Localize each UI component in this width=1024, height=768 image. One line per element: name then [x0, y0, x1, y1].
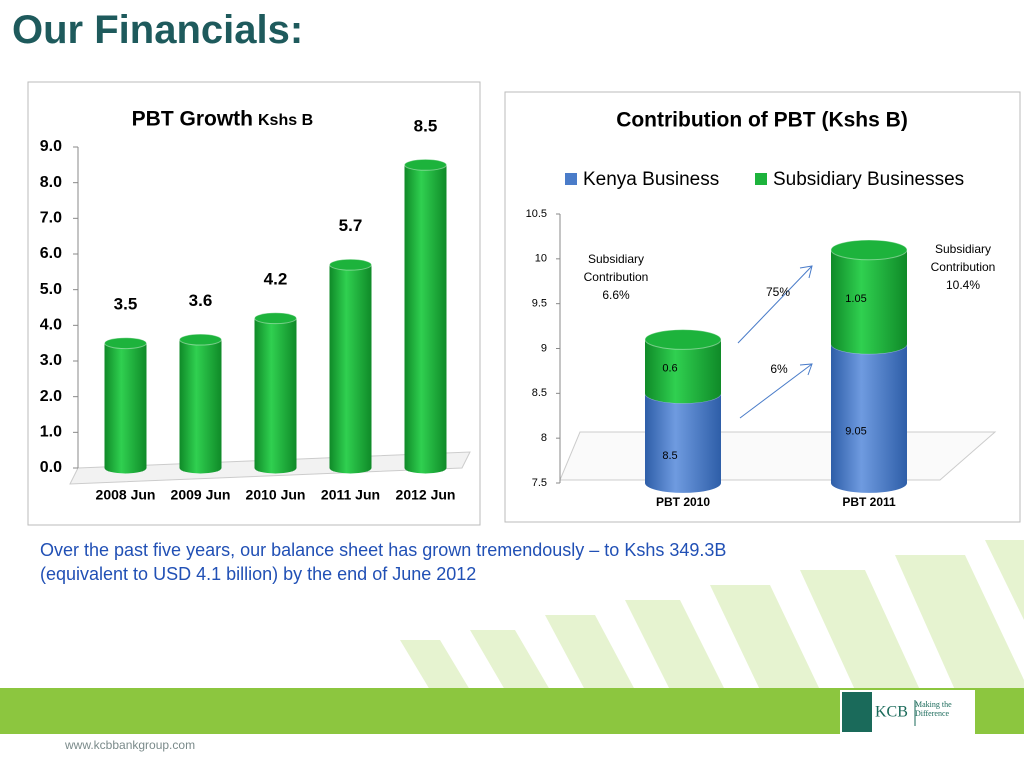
y-tick-label: 6.0 — [40, 245, 62, 262]
x-tick-label: 2010 Jun — [246, 487, 306, 503]
data-label: 3.5 — [114, 295, 138, 314]
data-label: 9.05 — [845, 425, 866, 437]
chart-units: Kshs B — [258, 112, 313, 129]
y-tick-label: 8.0 — [40, 174, 62, 191]
bar-top — [830, 239, 908, 261]
y-tick-label: 4.0 — [40, 317, 62, 334]
page-title: Our Financials: — [12, 8, 304, 52]
bar-base — [329, 462, 372, 474]
bar-base — [254, 462, 297, 474]
logo-emblem — [842, 692, 872, 732]
y-tick-label: 9.0 — [40, 138, 62, 155]
body-text: Over the past five years, our balance sh… — [40, 540, 727, 584]
floor — [559, 431, 997, 481]
chart-title: PBT Growth — [132, 108, 253, 131]
bar-base — [645, 383, 721, 404]
x-tick-label: PBT 2010 — [656, 495, 710, 509]
y-tick-label: 9.5 — [532, 298, 547, 310]
legend-label: Kenya Business — [583, 169, 719, 190]
bar-top — [644, 329, 722, 350]
legend-swatch — [755, 173, 767, 185]
bar-top — [179, 333, 222, 346]
x-tick-label: 2008 Jun — [96, 487, 156, 503]
logo: KCB — [875, 704, 908, 721]
chevrons — [400, 540, 1024, 690]
chart-title: Contribution of PBT (Kshs B) — [616, 109, 908, 132]
data-label: 8.5 — [414, 116, 438, 135]
bar — [329, 264, 372, 468]
legend-label: Subsidiary Businesses — [773, 169, 964, 190]
y-tick-label: 8 — [541, 432, 547, 444]
bar — [645, 393, 721, 483]
x-tick-label: 2009 Jun — [171, 487, 231, 503]
legend-swatch — [565, 173, 577, 185]
bar-base — [104, 462, 147, 474]
bar-top — [104, 337, 147, 350]
arrow — [737, 265, 813, 344]
x-tick-label: 2011 Jun — [321, 487, 380, 503]
y-tick-label: 8.5 — [532, 387, 547, 399]
data-label: 0.6 — [662, 362, 677, 374]
bar — [254, 318, 297, 468]
y-tick-label: 3.0 — [40, 352, 62, 369]
y-tick-label: 5.0 — [40, 281, 62, 298]
bar-base — [645, 473, 721, 493]
bar-base — [404, 462, 447, 474]
y-tick-label: 10.5 — [526, 208, 547, 220]
y-tick-label: 7.0 — [40, 210, 62, 227]
bar-base — [831, 334, 907, 354]
bar — [179, 339, 222, 468]
arrow-head — [799, 363, 813, 376]
data-label: 3.6 — [189, 291, 213, 310]
annotation: Subsidiary Contribution 10.4% — [930, 242, 996, 292]
bar-top — [254, 312, 297, 325]
x-tick-label: 2012 Jun — [396, 487, 456, 503]
y-tick-label: 0.0 — [40, 459, 62, 476]
data-label: 4.2 — [264, 270, 288, 289]
annotation: 75% — [765, 285, 791, 299]
y-tick-label: 2.0 — [40, 388, 62, 405]
bar — [831, 344, 907, 483]
data-label: 8.5 — [662, 450, 677, 462]
bar — [831, 249, 907, 345]
bar-top — [329, 258, 372, 271]
bar — [104, 343, 147, 468]
bar-base — [179, 462, 222, 474]
y-tick-label: 1.0 — [40, 424, 62, 441]
arrow-head — [799, 265, 813, 279]
bar — [404, 164, 447, 469]
annotation: 6% — [770, 362, 788, 376]
bar-top — [404, 158, 447, 171]
bar-base — [831, 473, 907, 493]
y-tick-label: 7.5 — [532, 477, 547, 489]
x-tick-label: PBT 2011 — [842, 495, 896, 509]
y-tick-label: 9 — [541, 342, 547, 354]
annotation: Subsidiary Contribution 6.6% — [583, 252, 649, 302]
data-label: 1.05 — [845, 293, 866, 305]
data-label: 5.7 — [339, 216, 363, 235]
y-tick-label: 10 — [535, 253, 547, 265]
logo-tagline: Making the Difference — [915, 700, 952, 718]
footer-url: www.kcbbankgroup.com — [64, 738, 195, 752]
arrow — [739, 363, 813, 419]
